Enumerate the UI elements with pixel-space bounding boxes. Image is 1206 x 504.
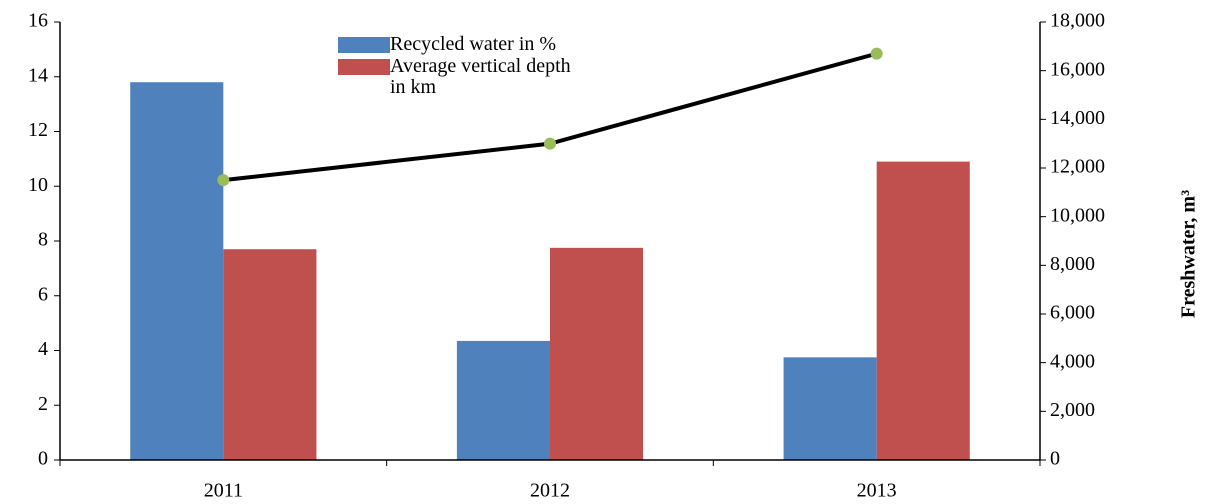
legend: Recycled water in % Average vertical dept… xyxy=(338,34,588,99)
y2-tick-label: 0 xyxy=(1050,448,1060,470)
x-tick-label: 2011 xyxy=(204,480,243,502)
y-tick-label: 8 xyxy=(38,229,48,251)
bar xyxy=(130,82,224,460)
legend-swatch xyxy=(338,59,390,75)
y2-axis-title: Freshwater, m³ xyxy=(1178,190,1200,318)
y2-tick-label: 6,000 xyxy=(1050,302,1095,324)
y-tick-label: 2 xyxy=(38,393,48,415)
legend-label: Average vertical depth in km xyxy=(390,55,571,98)
y-tick-label: 0 xyxy=(38,448,48,470)
bar xyxy=(783,357,877,460)
bar xyxy=(550,247,644,460)
line-marker xyxy=(544,137,556,150)
y2-tick-label: 8,000 xyxy=(1050,253,1095,275)
y-tick-label: 12 xyxy=(28,119,48,141)
bar xyxy=(876,161,970,461)
y-tick-label: 10 xyxy=(28,174,48,196)
legend-swatch xyxy=(338,37,390,53)
x-tick-label: 2012 xyxy=(530,480,570,502)
bar xyxy=(223,249,317,460)
legend-entry: Average vertical depth in km xyxy=(338,56,588,98)
y2-tick-label: 12,000 xyxy=(1050,156,1105,178)
line-marker xyxy=(217,174,230,187)
x-tick-label: 2013 xyxy=(857,480,897,502)
line-marker xyxy=(870,47,883,60)
legend-label: Recycled water in % xyxy=(390,33,557,55)
y2-tick-label: 10,000 xyxy=(1050,204,1105,226)
y-tick-label: 16 xyxy=(28,10,48,32)
bar xyxy=(456,340,550,460)
y2-tick-label: 4,000 xyxy=(1050,350,1095,372)
y-tick-label: 4 xyxy=(38,338,48,360)
y2-tick-label: 16,000 xyxy=(1050,58,1105,80)
y2-tick-label: 18,000 xyxy=(1050,10,1105,32)
legend-entry: Recycled water in % xyxy=(338,34,588,55)
y2-tick-label: 2,000 xyxy=(1050,399,1095,421)
y-tick-label: 6 xyxy=(38,283,48,305)
y2-tick-label: 14,000 xyxy=(1050,107,1105,129)
y-tick-label: 14 xyxy=(28,64,48,86)
